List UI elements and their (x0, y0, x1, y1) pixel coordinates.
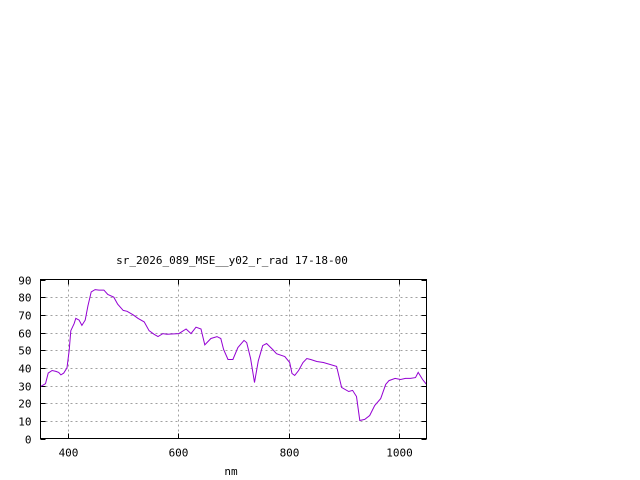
x-tick-label: 800 (280, 447, 300, 460)
y-tick-label: 90 (18, 275, 31, 288)
y-tick-label: 30 (18, 381, 31, 394)
y-tick-label: 70 (18, 310, 31, 323)
y-tick-label: 60 (18, 328, 31, 341)
y-tick-label: 80 (18, 292, 31, 305)
x-axis-label: nm (224, 465, 238, 478)
x-tick-label: 600 (169, 447, 189, 460)
y-tick-label: 50 (18, 345, 31, 358)
y-tick-label: 20 (18, 398, 31, 411)
series-line (40, 289, 427, 422)
plot-frame (40, 279, 427, 439)
chart-title: sr_2026_089_MSE__y02_r_rad 17-18-00 (116, 254, 348, 267)
grid (40, 279, 427, 439)
y-tick-label: 10 (18, 416, 31, 429)
y-tick-label: 40 (18, 363, 31, 376)
axis-ticks: 0 10 20 30 40 50 60 70 80 90 400 600 800 1000 (18, 275, 427, 460)
y-tick-label: 0 (25, 434, 32, 447)
x-tick-label: 400 (59, 447, 79, 460)
x-tick-label: 1000 (386, 447, 413, 460)
